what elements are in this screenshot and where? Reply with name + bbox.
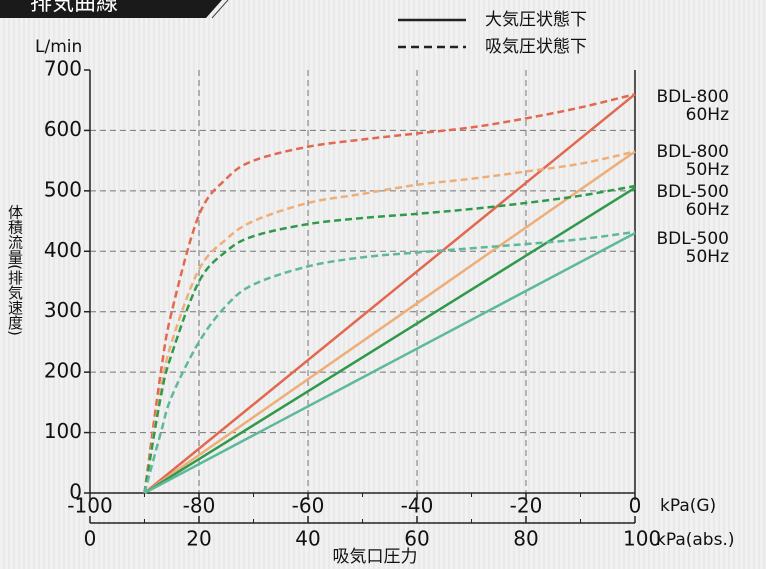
- y-tick-label: 200: [44, 359, 82, 383]
- series-label-model: BDL-500: [656, 182, 729, 202]
- x2-tick-label: 40: [295, 527, 320, 551]
- y-tick-label: 0: [69, 480, 82, 504]
- series-line: [143, 232, 636, 495]
- series-line: [143, 93, 636, 494]
- series-line: [143, 92, 636, 494]
- series-line: [143, 230, 636, 494]
- series-line: [143, 150, 636, 495]
- y-unit: L/min: [35, 37, 82, 57]
- chart-title: 排気曲線: [30, 0, 118, 16]
- y-axis-label: 体積流量(排気速度): [6, 204, 24, 336]
- x2-unit: kPa(abs.): [656, 530, 734, 550]
- x-tick-label: 0: [629, 494, 642, 518]
- series-label-freq: 50Hz: [686, 160, 729, 180]
- series-line: [143, 150, 636, 494]
- x2-tick-label: 100: [623, 527, 661, 551]
- x2-tick-label: 60: [404, 527, 429, 551]
- y-tick-label: 300: [44, 298, 82, 322]
- x-unit: kPa(G): [660, 496, 716, 516]
- x2-tick-label: 0: [84, 527, 97, 551]
- series-label-model: BDL-800: [656, 142, 729, 162]
- title-tab: [0, 0, 222, 18]
- series-label-freq: 50Hz: [686, 247, 729, 267]
- y-tick-label: 400: [44, 238, 82, 262]
- y-tick-label: 100: [44, 419, 82, 443]
- legend-label: 大気圧状態下: [485, 10, 587, 30]
- y-tick-label: 600: [44, 117, 82, 141]
- x-axis-label: 吸気口圧力: [333, 547, 418, 567]
- series-label-freq: 60Hz: [686, 200, 729, 220]
- series-label-freq: 60Hz: [686, 105, 729, 125]
- legend-label: 吸気圧状態下: [485, 37, 587, 57]
- series-line: [143, 184, 636, 494]
- y-tick-label: 700: [44, 57, 82, 81]
- series-label-model: BDL-500: [656, 229, 729, 249]
- series-label-model: BDL-800: [656, 87, 729, 107]
- x2-tick-label: 20: [186, 527, 211, 551]
- title-tab-edge: [211, 0, 229, 19]
- y-tick-label: 500: [44, 177, 82, 201]
- x2-tick-label: 80: [513, 527, 538, 551]
- series-line: [143, 186, 636, 495]
